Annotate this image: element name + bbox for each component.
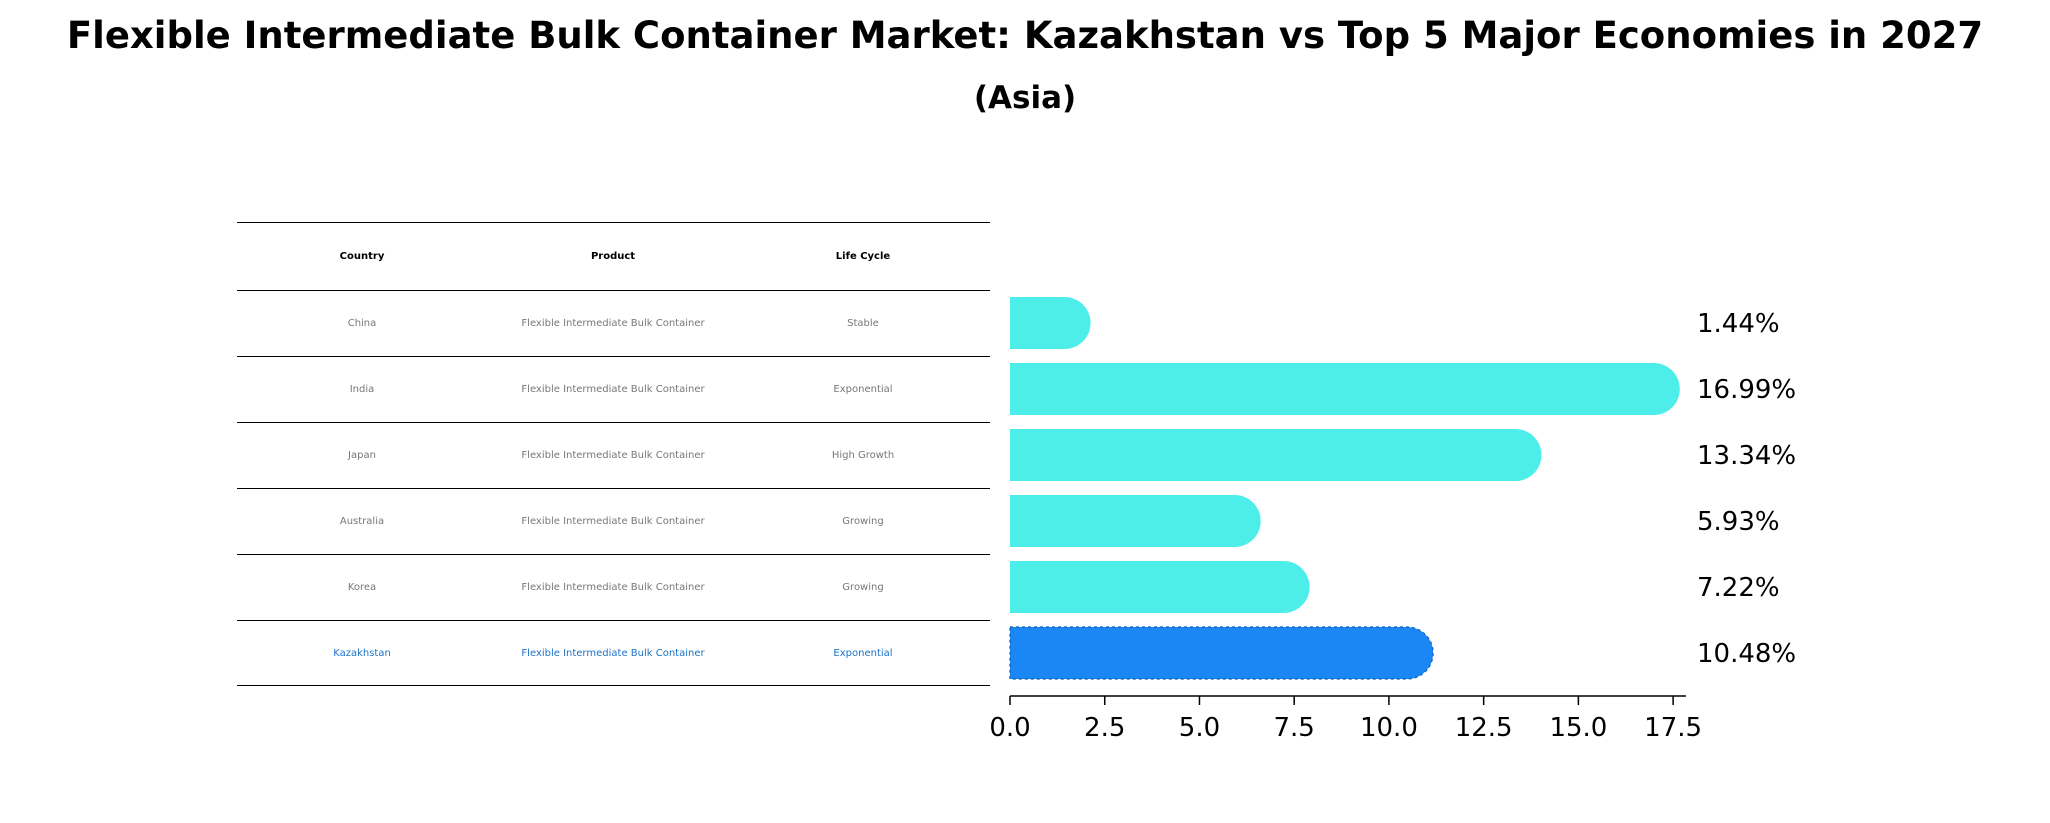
- table-row-highlight: Kazakhstan Flexible Intermediate Bulk Co…: [237, 620, 990, 686]
- table-row: Korea Flexible Intermediate Bulk Contain…: [237, 554, 990, 620]
- x-tick-label: 0.0: [989, 713, 1030, 743]
- bar-india: [1010, 363, 1680, 415]
- cell-product: Flexible Intermediate Bulk Container: [521, 516, 705, 527]
- bar-value-label: 7.22%: [1697, 573, 1780, 603]
- cell-life-cycle: Exponential: [833, 384, 893, 395]
- table-row: China Flexible Intermediate Bulk Contain…: [237, 290, 990, 356]
- x-tick-label: 12.5: [1455, 713, 1513, 743]
- header-life-cycle: Life Cycle: [835, 251, 891, 262]
- bar-value-label: 13.34%: [1697, 441, 1796, 471]
- table-row: Australia Flexible Intermediate Bulk Con…: [237, 488, 990, 554]
- table-row: Japan Flexible Intermediate Bulk Contain…: [237, 422, 990, 488]
- bar-china: [1010, 297, 1091, 349]
- header-country: Country: [339, 251, 385, 262]
- chart-subtitle: (Asia): [973, 80, 1077, 116]
- table-header-row: Country Product Life Cycle: [237, 222, 990, 290]
- x-tick-label: 2.5: [1084, 713, 1125, 743]
- cell-life-cycle: Growing: [842, 582, 884, 593]
- data-table: Country Product Life Cycle China Flexibl…: [237, 222, 990, 686]
- table-row: India Flexible Intermediate Bulk Contain…: [237, 356, 990, 422]
- bar-value-label: 10.48%: [1697, 639, 1796, 669]
- x-tick-label: 15.0: [1549, 713, 1607, 743]
- cell-life-cycle: Exponential: [833, 647, 893, 659]
- cell-product: Flexible Intermediate Bulk Container: [521, 582, 705, 593]
- bar-kazakhstan: [1009, 626, 1434, 680]
- cell-country: China: [347, 318, 377, 329]
- bar-korea: [1010, 561, 1310, 613]
- chart-title: Flexible Intermediate Bulk Container Mar…: [66, 14, 1984, 57]
- bar-value-label: 16.99%: [1697, 375, 1796, 405]
- cell-product: Flexible Intermediate Bulk Container: [521, 318, 705, 329]
- bar-australia: [1010, 495, 1261, 547]
- header-product: Product: [590, 251, 636, 262]
- cell-country: Kazakhstan: [333, 647, 391, 659]
- x-tick-label: 7.5: [1274, 713, 1315, 743]
- cell-product: Flexible Intermediate Bulk Container: [521, 647, 705, 659]
- x-tick-label: 17.5: [1644, 713, 1702, 743]
- cell-country: Japan: [348, 450, 376, 461]
- cell-life-cycle: Growing: [842, 516, 884, 527]
- cell-life-cycle: Stable: [847, 318, 879, 329]
- bar-value-label: 5.93%: [1697, 507, 1780, 537]
- x-tick-label: 5.0: [1179, 713, 1220, 743]
- cell-product: Flexible Intermediate Bulk Container: [521, 384, 705, 395]
- cell-country: Korea: [347, 582, 377, 593]
- bar-japan: [1010, 429, 1542, 481]
- cell-country: India: [349, 384, 375, 395]
- x-tick-label: 10.0: [1360, 713, 1418, 743]
- bar-value-label: 1.44%: [1697, 309, 1780, 339]
- cell-country: Australia: [339, 516, 385, 527]
- cell-product: Flexible Intermediate Bulk Container: [521, 450, 705, 461]
- cell-life-cycle: High Growth: [831, 450, 895, 461]
